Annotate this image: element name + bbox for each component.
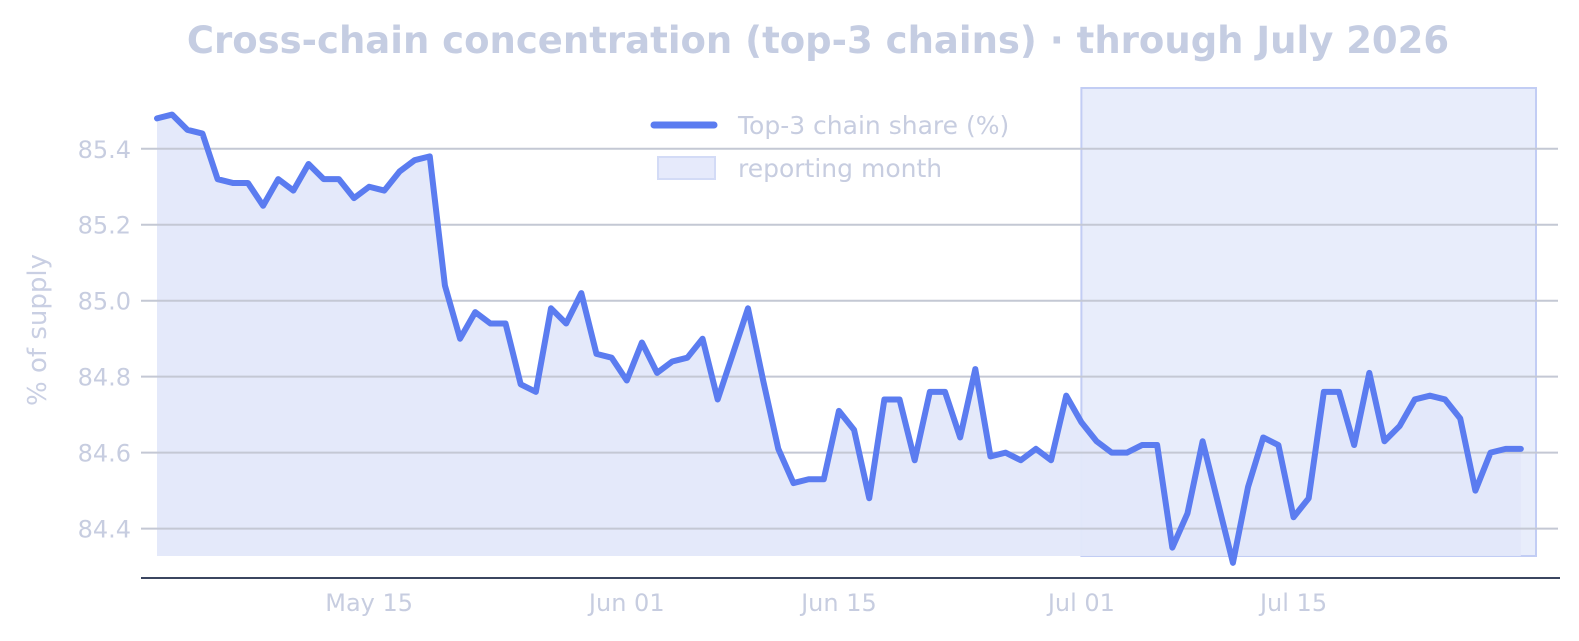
y-tick-labels-group: 84.4 84.6 84.8 85.0 85.2 85.4: [78, 136, 131, 544]
y-tick-label: 84.8: [78, 364, 131, 392]
x-tick-label: Jun 15: [799, 589, 877, 617]
x-tick-label: Jun 01: [587, 589, 665, 617]
x-tick-labels-group: May 15 Jun 01 Jun 15 Jul 01 Jul 15: [325, 589, 1327, 617]
x-tick-label: Jul 01: [1046, 589, 1115, 617]
y-tick-label: 85.2: [78, 212, 131, 240]
chart-title: Cross-chain concentration (top-3 chains)…: [187, 19, 1449, 62]
y-tick-label: 85.4: [78, 136, 131, 164]
series-area-fill: [157, 114, 1521, 563]
series-line: [154, 111, 1524, 566]
gridlines-group: [141, 147, 1558, 530]
y-tick-label: 84.6: [78, 440, 131, 468]
legend: Top-3 chain share (%) reporting month: [650, 111, 1009, 183]
y-axis-label: % of supply: [23, 254, 53, 406]
area-group: [157, 114, 1521, 563]
x-tick-label: Jul 15: [1258, 589, 1327, 617]
legend-label-series: Top-3 chain share (%): [737, 111, 1009, 140]
series-line-group: [154, 111, 1524, 566]
legend-span-swatch: [657, 156, 716, 180]
x-tick-label: May 15: [325, 589, 413, 617]
legend-label-span: reporting month: [738, 154, 942, 183]
y-tick-label: 85.0: [78, 288, 131, 316]
y-tick-label: 84.4: [78, 516, 131, 544]
